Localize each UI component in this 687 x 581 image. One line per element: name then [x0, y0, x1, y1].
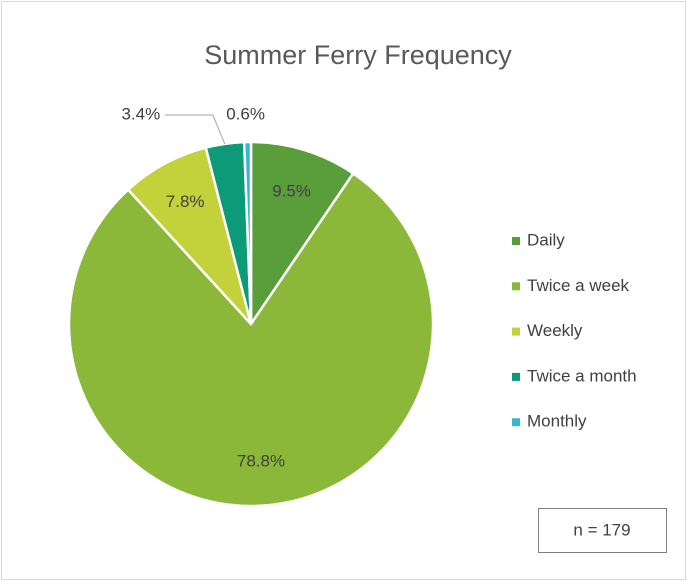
data-label: 7.8% [166, 192, 205, 211]
legend-swatch [512, 282, 520, 291]
data-label: 3.4% [121, 104, 160, 123]
annotation-box [538, 508, 667, 553]
legend-swatch [512, 327, 520, 336]
data-label: 78.8% [237, 451, 285, 470]
chart-title: Summer Ferry Frequency [204, 40, 512, 70]
pie-slice [67, 171, 435, 508]
data-label: 0.6% [226, 104, 265, 123]
pie-slice [242, 140, 253, 325]
pie-slice [249, 140, 355, 329]
annotation: n = 179 [573, 520, 630, 539]
legend-label: Weekly [527, 321, 583, 340]
legend-swatch [512, 372, 520, 381]
legend-label: Daily [527, 230, 565, 249]
legend-label: Twice a week [527, 276, 630, 295]
legend-swatch [512, 418, 520, 427]
data-label: 9.5% [272, 181, 311, 200]
legend-swatch [512, 237, 520, 245]
legend-label: Twice a month [527, 366, 637, 385]
leader-line [164, 114, 226, 145]
legend-label: Monthly [527, 412, 587, 431]
